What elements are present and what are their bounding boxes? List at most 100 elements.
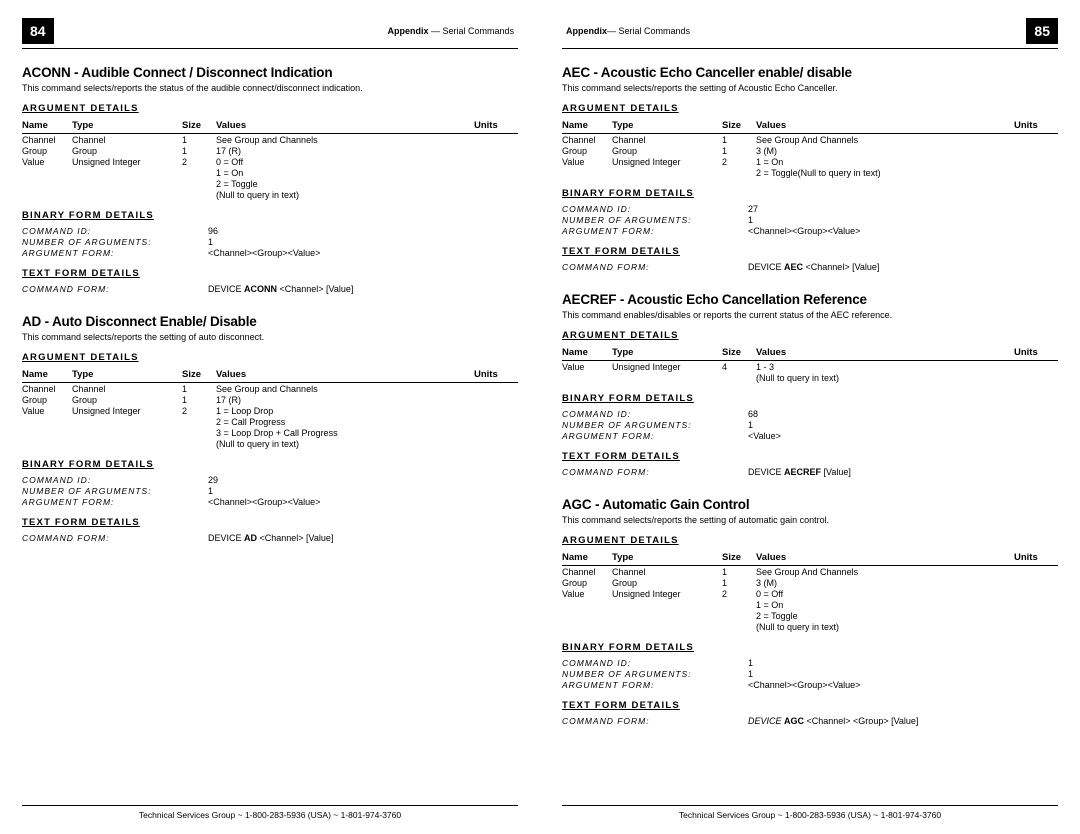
- th-units: Units: [1014, 551, 1058, 566]
- th-values: Values: [216, 368, 474, 383]
- command-title: AD - Auto Disconnect Enable/ Disable: [22, 314, 518, 329]
- detail-row: COMMAND ID:1: [562, 658, 1058, 668]
- th-size: Size: [722, 551, 756, 566]
- detail-label: COMMAND FORM:: [22, 284, 208, 294]
- arg-type: [72, 189, 182, 200]
- detail-row: COMMAND ID:29: [22, 475, 518, 485]
- detail-label: COMMAND ID:: [562, 658, 748, 668]
- header-title-right: Appendix— Serial Commands: [566, 26, 690, 36]
- arg-name: Group: [562, 145, 612, 156]
- binary-details: COMMAND ID:96NUMBER OF ARGUMENTS:1ARGUME…: [22, 226, 518, 258]
- arg-value: (Null to query in text): [216, 189, 474, 200]
- argument-row: 2 = Toggle: [562, 610, 1058, 621]
- arg-value: 2 = Toggle(Null to query in text): [756, 167, 1014, 178]
- detail-row: COMMAND FORM:DEVICE AEC <Channel> [Value…: [562, 262, 1058, 272]
- detail-label: NUMBER OF ARGUMENTS:: [22, 237, 208, 247]
- detail-value: <Value>: [748, 431, 781, 441]
- arg-units: [474, 438, 518, 449]
- arg-units: [1014, 372, 1058, 383]
- arg-name: [562, 599, 612, 610]
- command-description: This command enables/disables or reports…: [562, 310, 1058, 320]
- arg-type: [612, 610, 722, 621]
- detail-row: COMMAND ID:96: [22, 226, 518, 236]
- detail-row: ARGUMENT FORM:<Channel><Group><Value>: [22, 497, 518, 507]
- arg-name: [22, 167, 72, 178]
- arg-units: [1014, 577, 1058, 588]
- arg-value: 2 = Call Progress: [216, 416, 474, 427]
- arg-type: Channel: [72, 383, 182, 395]
- arg-size: [722, 610, 756, 621]
- th-units: Units: [474, 119, 518, 134]
- th-type: Type: [72, 368, 182, 383]
- arg-value: 1 = Loop Drop: [216, 405, 474, 416]
- arg-units: [1014, 566, 1058, 578]
- argument-row: ValueUnsigned Integer41 - 3: [562, 361, 1058, 373]
- binary-details: COMMAND ID:27NUMBER OF ARGUMENTS:1ARGUME…: [562, 204, 1058, 236]
- arg-type: [72, 178, 182, 189]
- command-block: ACONN - Audible Connect / Disconnect Ind…: [22, 65, 518, 294]
- arg-value: 0 = Off: [756, 588, 1014, 599]
- arg-value: 17 (R): [216, 145, 474, 156]
- arg-name: [22, 189, 72, 200]
- arg-type: [72, 167, 182, 178]
- arg-name: [22, 427, 72, 438]
- header-title-left: Appendix — Serial Commands: [387, 26, 514, 36]
- detail-row: COMMAND FORM:DEVICE AECREF [Value]: [562, 467, 1058, 477]
- detail-row: NUMBER OF ARGUMENTS:1: [22, 486, 518, 496]
- th-name: Name: [22, 119, 72, 134]
- argument-row: ValueUnsigned Integer20 = Off: [22, 156, 518, 167]
- page-right: Appendix— Serial Commands 85 AEC - Acous…: [540, 0, 1080, 834]
- argument-row: GroupGroup13 (M): [562, 577, 1058, 588]
- detail-value: 1: [748, 658, 753, 668]
- arg-units: [474, 383, 518, 395]
- detail-value: 1: [208, 486, 213, 496]
- detail-label: NUMBER OF ARGUMENTS:: [562, 669, 748, 679]
- th-type: Type: [72, 119, 182, 134]
- arg-units: [1014, 610, 1058, 621]
- argument-row: (Null to query in text): [22, 438, 518, 449]
- arg-units: [1014, 361, 1058, 373]
- arg-units: [474, 416, 518, 427]
- arg-units: [474, 189, 518, 200]
- arg-type: [612, 167, 722, 178]
- detail-label: COMMAND ID:: [22, 226, 208, 236]
- arg-size: [182, 438, 216, 449]
- page-header-right: Appendix— Serial Commands 85: [562, 18, 1058, 49]
- arg-name: [562, 372, 612, 383]
- arg-value: 1 = On: [216, 167, 474, 178]
- arg-value: 3 = Loop Drop + Call Progress: [216, 427, 474, 438]
- argument-row: ValueUnsigned Integer21 = On: [562, 156, 1058, 167]
- arg-name: Channel: [22, 134, 72, 146]
- arg-value: 2 = Toggle: [756, 610, 1014, 621]
- th-size: Size: [182, 368, 216, 383]
- detail-value: <Channel><Group><Value>: [208, 497, 320, 507]
- arg-size: 2: [722, 156, 756, 167]
- arg-size: [182, 178, 216, 189]
- binary-details: COMMAND ID:29NUMBER OF ARGUMENTS:1ARGUME…: [22, 475, 518, 507]
- arg-type: Channel: [72, 134, 182, 146]
- arg-units: [1014, 156, 1058, 167]
- arg-size: 1: [182, 134, 216, 146]
- arg-units: [474, 167, 518, 178]
- argument-row: GroupGroup117 (R): [22, 394, 518, 405]
- command-title: AEC - Acoustic Echo Canceller enable/ di…: [562, 65, 1058, 80]
- argument-table: NameTypeSizeValuesUnitsChannelChannel1Se…: [22, 368, 518, 449]
- arg-size: 1: [182, 394, 216, 405]
- command-description: This command selects/reports the setting…: [562, 83, 1058, 93]
- arg-name: [22, 416, 72, 427]
- arg-name: Group: [22, 145, 72, 156]
- detail-value: DEVICE AEC <Channel> [Value]: [748, 262, 879, 272]
- arg-name: Channel: [562, 134, 612, 146]
- arg-value: 2 = Toggle: [216, 178, 474, 189]
- command-title: AECREF - Acoustic Echo Cancellation Refe…: [562, 292, 1058, 307]
- command-block: AGC - Automatic Gain ControlThis command…: [562, 497, 1058, 726]
- argument-row: (Null to query in text): [562, 372, 1058, 383]
- command-description: This command selects/reports the setting…: [562, 515, 1058, 525]
- argument-row: 3 = Loop Drop + Call Progress: [22, 427, 518, 438]
- arg-size: [182, 167, 216, 178]
- detail-label: COMMAND FORM:: [562, 262, 748, 272]
- th-size: Size: [722, 119, 756, 134]
- arg-value: 1 = On: [756, 156, 1014, 167]
- detail-value: 1: [748, 669, 753, 679]
- arg-name: [22, 438, 72, 449]
